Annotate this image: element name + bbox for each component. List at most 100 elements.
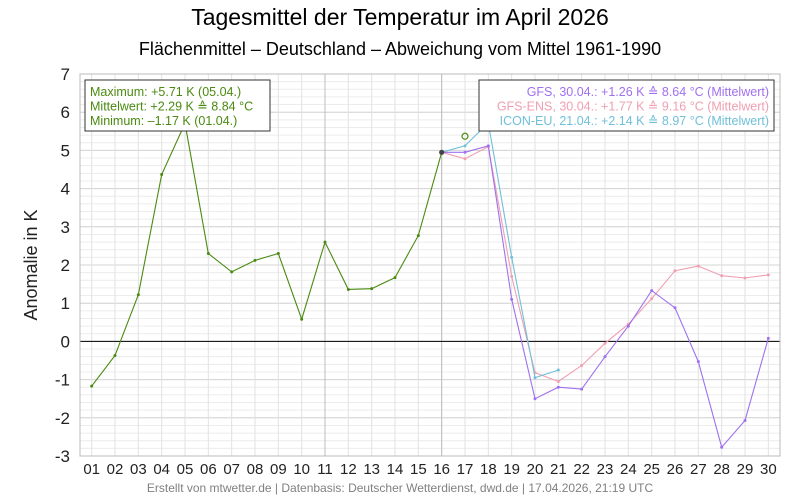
data-point-gfs-ens [463, 157, 467, 161]
data-point-beobachtet [416, 234, 420, 238]
plot-frame [79, 73, 781, 457]
y-tick-label: 4 [61, 180, 70, 199]
data-point-gfs-ens [673, 269, 677, 273]
x-tick-label: 24 [620, 461, 637, 478]
y-tick-label: -2 [55, 409, 70, 428]
stats-line-2: Mittelwert: +2.29 K ≙ 8.84 °C [90, 100, 253, 114]
stats-line-3: Minimum: –1.17 K (01.04.) [90, 114, 237, 128]
x-tick-label: 21 [550, 461, 567, 478]
x-tick-label: 12 [340, 461, 357, 478]
footer-credits: Erstellt von mtwetter.de | Datenbasis: D… [146, 481, 654, 495]
data-point-beobachtet [300, 317, 304, 321]
data-point-gfs-ens [510, 274, 514, 278]
y-tick-label: -3 [55, 447, 70, 466]
legend-entry-icon-eu: ICON-EU, 21.04.: +2.14 K ≙ 8.97 °C (Mitt… [500, 114, 769, 128]
data-point-gfs-ens [743, 276, 747, 280]
data-point-beobachtet [230, 270, 234, 274]
y-tick-label: 3 [61, 218, 70, 237]
data-point-beobachtet [253, 258, 257, 262]
x-tick-label: 08 [247, 461, 264, 478]
data-point-gfs [556, 385, 560, 389]
x-tick-label: 26 [667, 461, 684, 478]
data-point-icon-eu [556, 368, 560, 372]
y-tick-label: 6 [61, 103, 70, 122]
x-tick-label: 30 [760, 461, 777, 478]
x-tick-label: 28 [713, 461, 730, 478]
data-point-icon-eu [463, 144, 467, 148]
data-point-gfs [673, 306, 677, 310]
data-point-beobachtet [113, 354, 117, 358]
x-tick-label: 17 [457, 461, 474, 478]
x-tick-label: 14 [387, 461, 404, 478]
chart-title: Tagesmittel der Temperatur im April 2026 [191, 4, 609, 30]
data-point-gfs [626, 324, 630, 328]
data-point-gfs-ens [696, 264, 700, 268]
x-tick-label: 03 [130, 461, 147, 478]
data-point-beobachtet [346, 287, 350, 291]
data-point-gfs [533, 397, 537, 401]
legend-entry-gfs-ens: GFS-ENS, 30.04.: +1.77 K ≙ 9.16 °C (Mitt… [497, 100, 769, 114]
y-tick-label: 5 [61, 141, 70, 160]
x-tick-label: 29 [737, 461, 754, 478]
data-point-beobachtet [160, 172, 164, 176]
y-tick-label: 7 [61, 65, 70, 84]
x-tick-label: 15 [410, 461, 427, 478]
x-tick-label: 23 [597, 461, 614, 478]
x-tick-label: 11 [317, 461, 333, 478]
data-point-gfs [766, 336, 770, 340]
x-tick-label: 20 [527, 461, 544, 478]
y-tick-label: 1 [61, 294, 70, 313]
legend-entry-gfs: GFS, 30.04.: +1.26 K ≙ 8.64 °C (Mittelwe… [527, 85, 769, 99]
data-point-gfs-ens [556, 380, 560, 384]
data-point-gfs-ens [650, 297, 654, 301]
x-tick-label: 01 [83, 461, 100, 478]
y-tick-label: 2 [61, 256, 70, 275]
data-point-gfs [580, 387, 584, 391]
data-point-gfs [463, 150, 467, 154]
data-point-beobachtet [276, 252, 280, 256]
x-tick-label: 16 [433, 461, 450, 478]
data-point-gfs [510, 297, 514, 301]
data-point-beobachtet [323, 240, 327, 244]
x-tick-label: 18 [480, 461, 497, 478]
x-tick-label: 09 [270, 461, 287, 478]
data-point-gfs-ens [720, 274, 724, 278]
legend-box [478, 79, 775, 132]
data-point-beobachtet [206, 252, 210, 256]
data-point-gfs [696, 360, 700, 364]
x-tick-label: 25 [643, 461, 660, 478]
x-tick-label: 27 [690, 461, 707, 478]
data-point-gfs-ens [766, 273, 770, 277]
series-line-icon-eu [441, 121, 559, 379]
x-tick-label: 19 [503, 461, 520, 478]
data-point-beobachtet [136, 293, 140, 297]
open-circle-marker [461, 132, 469, 140]
data-point-gfs [720, 445, 724, 449]
data-point-gfs [603, 355, 607, 359]
x-tick-label: 07 [223, 461, 240, 478]
x-tick-label: 13 [363, 461, 380, 478]
y-axis-label: Anomalie in K [21, 209, 41, 320]
data-point-beobachtet [370, 287, 374, 291]
x-tick-label: 22 [573, 461, 590, 478]
stats-line-1: Maximum: +5.71 K (05.04.) [90, 85, 241, 99]
data-point-gfs-ens [580, 363, 584, 367]
data-point-icon-eu [533, 376, 537, 380]
x-tick-label: 06 [200, 461, 217, 478]
x-tick-label: 10 [293, 461, 310, 478]
x-tick-label: 04 [153, 461, 170, 478]
last-observed-point [439, 149, 445, 155]
x-tick-label: 05 [177, 461, 194, 478]
y-tick-label: -1 [55, 371, 70, 390]
data-point-gfs-ens [603, 341, 607, 345]
chart-subtitle: Flächenmittel – Deutschland – Abweichung… [138, 39, 662, 59]
x-tick-label: 02 [107, 461, 124, 478]
data-point-gfs [650, 289, 654, 293]
data-point-beobachtet [90, 384, 94, 388]
data-point-beobachtet [393, 276, 397, 280]
stats-box [84, 79, 271, 132]
data-point-gfs [743, 418, 747, 422]
data-point-gfs [486, 144, 490, 148]
series-line-beobachtet [91, 121, 443, 387]
